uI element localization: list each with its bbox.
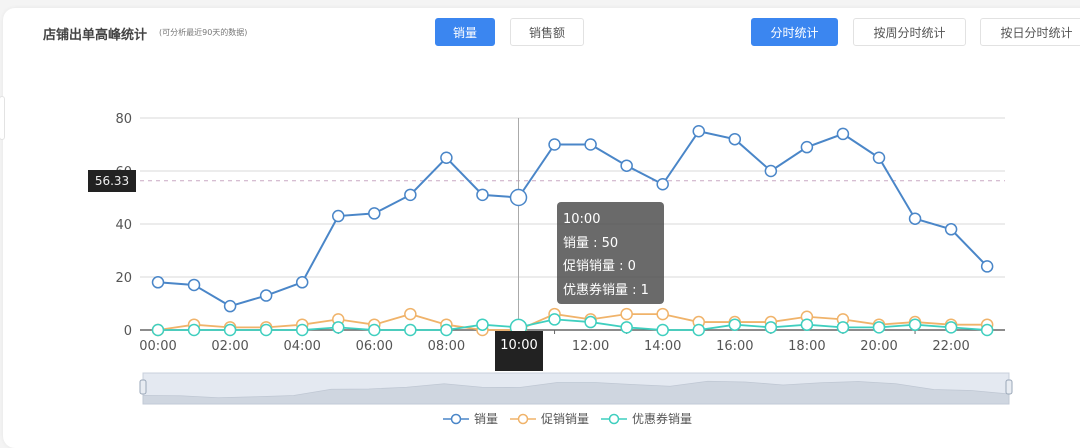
legend-item-promo[interactable]: 促销销量 <box>510 410 589 427</box>
data-point <box>404 307 417 321</box>
data-point <box>259 289 273 302</box>
data-point <box>548 138 561 151</box>
data-point <box>509 188 528 207</box>
data-zoom-handle[interactable] <box>1005 379 1013 395</box>
x-tick-label: 08:00 <box>428 339 465 354</box>
chart-tooltip: 10:00 销量 : 50 促销销量 : 0 优惠券销量 : 1 <box>557 202 664 304</box>
data-point <box>295 276 309 289</box>
legend-label: 促销销量 <box>541 412 590 426</box>
x-tick-label: 04:00 <box>283 339 320 354</box>
data-point <box>764 321 778 334</box>
data-point <box>944 223 958 236</box>
weekly-hourly-stats-button[interactable]: 按周分时统计 <box>853 18 966 46</box>
tooltip-title: 10:00 <box>563 212 601 227</box>
data-point <box>836 321 850 334</box>
data-point <box>548 313 561 326</box>
data-point <box>656 178 669 191</box>
data-point <box>872 151 886 164</box>
metric-sales-volume-button[interactable]: 销量 <box>435 18 495 46</box>
data-point <box>728 132 742 146</box>
data-point <box>476 188 489 202</box>
data-point <box>728 318 742 331</box>
hourly-stats-button[interactable]: 分时统计 <box>751 18 838 46</box>
y-tick-label: 20 <box>115 271 132 286</box>
x-tick-label: 06:00 <box>356 339 393 354</box>
data-point <box>440 151 453 164</box>
data-point <box>620 159 633 172</box>
tooltip-row-promo: 促销销量 : 0 <box>563 259 636 274</box>
average-marker-label: 56.33 <box>88 170 136 192</box>
x-tick-label: 20:00 <box>860 339 897 354</box>
legend-label: 销量 <box>474 412 499 426</box>
data-point <box>223 323 237 337</box>
data-point <box>151 276 165 289</box>
data-point <box>692 125 705 138</box>
data-point <box>980 260 994 273</box>
data-point <box>764 164 778 178</box>
data-point <box>908 318 922 331</box>
series-line <box>157 130 988 308</box>
data-point <box>332 209 345 223</box>
data-point <box>620 307 633 321</box>
data-point <box>187 323 201 337</box>
legend-line-circle-icon <box>443 413 469 424</box>
tooltip-row-sales: 销量 : 50 <box>563 235 619 251</box>
metric-sales-amount-button[interactable]: 销售额 <box>510 18 584 46</box>
data-point <box>836 127 850 141</box>
data-point <box>908 212 922 225</box>
data-point <box>187 278 201 292</box>
legend-item-sales[interactable]: 销量 <box>443 410 498 427</box>
data-point <box>584 315 597 329</box>
legend-line-circle-icon <box>510 413 537 424</box>
x-tick-label: 02:00 <box>211 339 248 354</box>
card-subtitle: (可分析最近90天的数据) <box>159 28 248 37</box>
data-point <box>332 321 345 334</box>
data-point <box>872 321 886 334</box>
chart-legend: 销量 促销销量 优惠券销量 <box>443 410 692 427</box>
data-zoom-shadow <box>142 380 1010 405</box>
data-point <box>944 321 958 334</box>
legend-label: 优惠券销量 <box>632 412 693 426</box>
daily-hourly-stats-button[interactable]: 按日分时统计 <box>980 18 1080 46</box>
legend-line-circle-icon <box>601 413 628 424</box>
data-point <box>223 299 237 313</box>
x-tick-label: 14:00 <box>644 339 681 354</box>
axis-pointer-label: 10:00 <box>495 331 543 371</box>
data-zoom-handle[interactable] <box>139 379 147 395</box>
data-point <box>656 307 669 321</box>
x-tick-label: 16:00 <box>716 339 753 354</box>
x-tick-label: 12:00 <box>572 339 609 354</box>
data-point <box>295 323 309 337</box>
data-point <box>368 323 381 337</box>
x-tick-label: 22:00 <box>932 339 969 354</box>
data-point <box>620 321 633 334</box>
data-point <box>440 323 453 337</box>
data-point <box>800 140 814 154</box>
data-point <box>368 207 381 220</box>
x-tick-label: 00:00 <box>139 339 176 354</box>
card-title: 店铺出单高峰统计 <box>43 28 148 43</box>
data-point <box>800 318 814 331</box>
y-tick-label: 0 <box>124 324 132 339</box>
data-point <box>584 138 597 151</box>
side-collapse-handle[interactable] <box>0 96 5 140</box>
data-point <box>980 323 994 337</box>
x-tick-label: 18:00 <box>788 339 825 354</box>
y-tick-label: 80 <box>115 112 132 127</box>
tooltip-row-coupon: 优惠券销量 : 1 <box>563 282 649 298</box>
data-point <box>692 323 705 337</box>
data-point <box>656 323 669 337</box>
series-line <box>158 318 988 331</box>
y-tick-label: 40 <box>115 218 132 233</box>
data-point <box>151 323 165 337</box>
data-point <box>404 188 417 202</box>
data-point <box>404 323 417 337</box>
legend-item-coupon[interactable]: 优惠券销量 <box>601 410 692 427</box>
data-point <box>476 318 489 331</box>
data-point <box>259 323 273 337</box>
